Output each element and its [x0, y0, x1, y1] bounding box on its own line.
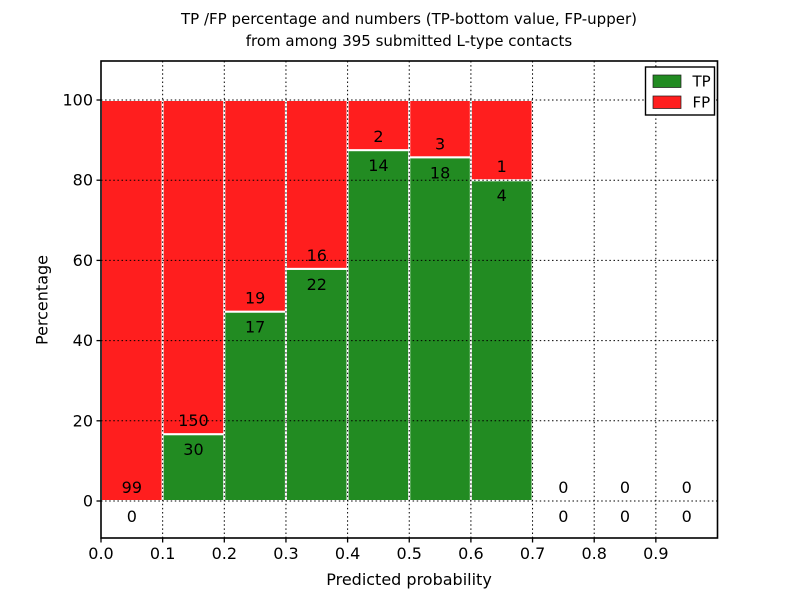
legend-swatch-tp	[652, 74, 682, 88]
tp-count-label: 0	[558, 507, 568, 526]
x-tick-label: 0.6	[458, 544, 483, 563]
bar-segment-fp	[284, 99, 349, 270]
bar-segment-tp	[346, 149, 411, 502]
x-tick-label: 0.5	[397, 544, 422, 563]
y-axis-label: Percentage	[32, 254, 52, 346]
fp-count-label: 0	[620, 478, 630, 497]
x-tick-label: 0.3	[273, 544, 298, 563]
tp-count-label: 17	[245, 318, 265, 337]
chart-title-line2: from among 395 submitted L-type contacts	[245, 32, 573, 50]
y-tick-label: 40	[73, 331, 93, 350]
bar-segment-fp	[408, 99, 472, 159]
bar-segment-fp	[100, 99, 164, 502]
fp-count-label: 16	[307, 246, 327, 265]
fp-count-label: 0	[682, 478, 692, 497]
tp-count-label: 14	[368, 156, 388, 175]
bar-segment-tp	[408, 156, 472, 503]
bar-segment-fp	[346, 99, 411, 152]
bar-segment-fp	[161, 99, 226, 436]
x-tick-label: 0.0	[88, 544, 113, 563]
tp-count-label: 0	[620, 507, 630, 526]
x-tick-label: 0.9	[643, 544, 668, 563]
legend-label-tp: TP	[692, 73, 711, 91]
legend-swatch-fp	[652, 95, 682, 109]
bar-segment-fp	[223, 99, 287, 313]
fp-count-label: 3	[435, 134, 445, 153]
x-tick-label: 0.1	[150, 544, 175, 563]
x-tick-label: 0.2	[212, 544, 237, 563]
chart-title: TP /FP percentage and numbers (TP-bottom…	[101, 8, 717, 52]
x-tick-label: 0.4	[335, 544, 360, 563]
fp-count-label: 19	[245, 289, 265, 308]
fp-count-label: 1	[497, 157, 507, 176]
y-tick-label: 0	[83, 492, 93, 511]
tp-count-label: 30	[183, 440, 203, 459]
bar-segment-tp	[223, 310, 287, 502]
fp-count-label: 0	[558, 478, 568, 497]
x-tick-label: 0.8	[581, 544, 606, 563]
fp-count-label: 150	[178, 411, 209, 430]
tp-count-label: 0	[127, 507, 137, 526]
y-tick-label: 60	[73, 251, 93, 270]
fp-count-label: 2	[373, 127, 383, 146]
tp-count-label: 22	[307, 275, 327, 294]
y-tick-label: 80	[73, 171, 93, 190]
legend-label-fp: FP	[693, 94, 711, 112]
bar-segment-tp	[284, 267, 349, 502]
fp-count-label: 99	[122, 478, 142, 497]
tp-count-label: 18	[430, 163, 450, 182]
bar-segment-fp	[469, 99, 534, 182]
x-axis-label: Predicted probability	[326, 570, 492, 589]
x-tick-label: 0.7	[520, 544, 545, 563]
y-tick-label: 20	[73, 411, 93, 430]
tp-count-label: 4	[497, 186, 507, 205]
tp-count-label: 0	[682, 507, 692, 526]
chart-title-line1: TP /FP percentage and numbers (TP-bottom…	[181, 10, 637, 28]
y-tick-label: 100	[62, 91, 93, 110]
